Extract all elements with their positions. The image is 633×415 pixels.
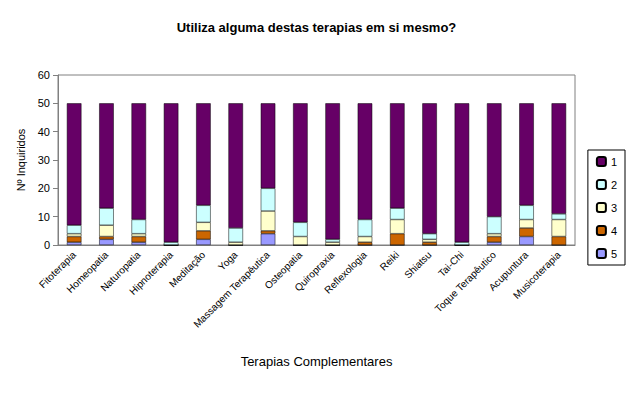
svg-text:40: 40 — [38, 126, 50, 138]
svg-text:Reiki: Reiki — [378, 249, 401, 272]
svg-text:Fitoterapia: Fitoterapia — [36, 249, 78, 291]
svg-text:Osteopatia: Osteopatia — [262, 249, 305, 291]
svg-text:50: 50 — [38, 97, 50, 109]
svg-text:Tai-Chi: Tai-Chi — [436, 249, 466, 279]
svg-text:Homeopatia: Homeopatia — [64, 249, 111, 295]
svg-text:2: 2 — [611, 179, 617, 191]
svg-text:0: 0 — [44, 239, 50, 251]
svg-text:Acupuntura: Acupuntura — [486, 249, 531, 293]
svg-text:60: 60 — [38, 69, 50, 81]
svg-text:10: 10 — [38, 211, 50, 223]
svg-text:Massagem Terapêutica: Massagem Terapêutica — [191, 249, 272, 330]
svg-text:3: 3 — [611, 202, 617, 214]
svg-text:Shiatsu: Shiatsu — [402, 249, 433, 280]
svg-text:Toque Terapêutico: Toque Terapêutico — [433, 249, 499, 315]
svg-text:Meditação: Meditação — [167, 249, 208, 290]
svg-text:Musicoterapia: Musicoterapia — [511, 249, 563, 301]
svg-text:Utiliza alguma destas terapias: Utiliza alguma destas terapias em si mes… — [177, 20, 457, 35]
svg-text:Naturopatia: Naturopatia — [98, 249, 143, 294]
svg-text:Nº Inquiridos: Nº Inquiridos — [15, 128, 27, 191]
svg-text:Hipnoterapia: Hipnoterapia — [127, 249, 175, 297]
svg-text:Terapias Complementares: Terapias Complementares — [241, 354, 393, 369]
svg-text:30: 30 — [38, 154, 50, 166]
svg-text:1: 1 — [611, 156, 617, 168]
svg-text:Yoga: Yoga — [216, 249, 240, 273]
svg-text:20: 20 — [38, 182, 50, 194]
svg-text:Reflexologia: Reflexologia — [322, 249, 369, 296]
svg-text:Quiropraxia: Quiropraxia — [292, 249, 337, 294]
svg-text:4: 4 — [611, 225, 617, 237]
svg-text:5: 5 — [611, 248, 617, 260]
